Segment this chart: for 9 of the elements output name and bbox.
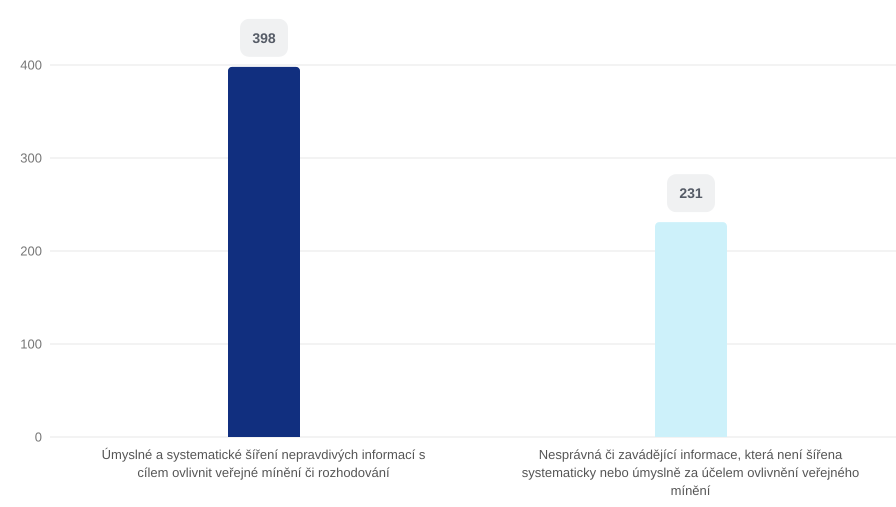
x-tick-label: Nesprávná či zavádějící informace, která není šířena systematicky nebo úmyslně za účelem ovlivnění veřejného mínění bbox=[522, 447, 860, 498]
y-tick-label: 0 bbox=[34, 430, 42, 445]
x-tick-label: Úmyslné a systematické šíření nepravdivých informací s cílem ovlivnit veřejné mínění či rozhodování bbox=[102, 447, 426, 480]
y-tick-label: 100 bbox=[20, 336, 42, 352]
y-tick-label: 300 bbox=[20, 150, 42, 166]
y-tick-label: 200 bbox=[20, 244, 42, 259]
data-label: 231 bbox=[679, 185, 703, 202]
data-label: 398 bbox=[252, 30, 276, 46]
y-tick-label: 400 bbox=[20, 58, 42, 73]
